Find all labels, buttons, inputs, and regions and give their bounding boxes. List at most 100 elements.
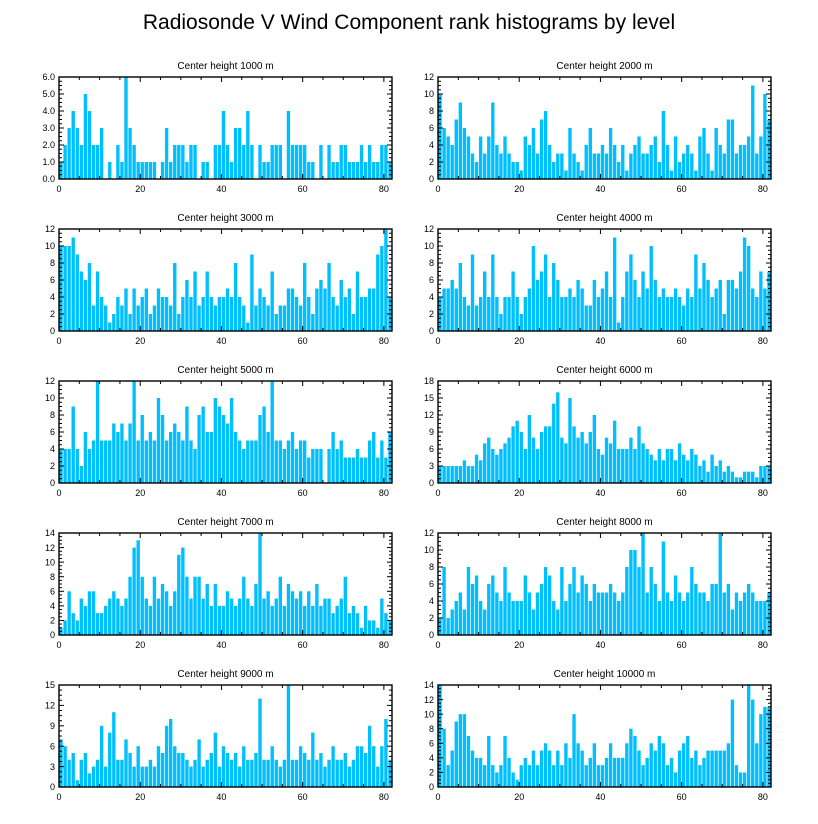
bars: [59, 77, 392, 179]
bar: [290, 759, 295, 787]
y-tick-label: 4: [50, 292, 55, 302]
bar: [250, 145, 254, 179]
y-tick-label: 12: [45, 224, 55, 234]
bar: [238, 598, 242, 635]
y-tick-label: 18: [424, 376, 434, 386]
y-tick-label: 14: [45, 528, 55, 538]
x-tick-label: 80: [379, 488, 389, 498]
bar: [673, 772, 678, 787]
bar: [527, 415, 532, 483]
y-tick-label: 0: [429, 478, 434, 488]
bar: [726, 584, 731, 635]
bar: [673, 460, 678, 483]
x-tick-label: 80: [758, 488, 768, 498]
bar: [238, 440, 242, 483]
bar: [637, 426, 641, 483]
bar: [604, 153, 609, 179]
bar: [213, 145, 218, 179]
bar: [298, 746, 303, 787]
bar: [462, 128, 467, 179]
bar: [686, 460, 690, 483]
bar: [625, 170, 629, 179]
bar: [246, 759, 250, 787]
y-tick-label: 12: [424, 410, 434, 420]
bar: [335, 605, 339, 635]
bar: [556, 280, 560, 331]
bar: [270, 145, 274, 179]
x-tick-label: 60: [677, 792, 687, 802]
bar: [466, 567, 471, 635]
y-tick-label: 12: [424, 224, 434, 234]
bar: [91, 591, 96, 635]
bar: [503, 443, 507, 483]
bar: [327, 598, 331, 635]
bar: [169, 432, 173, 483]
bar: [746, 471, 751, 483]
bar: [746, 584, 751, 635]
bar: [323, 288, 327, 331]
bar: [722, 592, 726, 635]
x-tick-label: 20: [135, 336, 145, 346]
x-tick-label: 20: [135, 488, 145, 498]
bar: [548, 297, 552, 331]
bar: [548, 145, 552, 179]
bar: [233, 753, 238, 787]
bar: [706, 280, 710, 331]
bar: [363, 297, 368, 331]
x-tick-label: 80: [379, 184, 389, 194]
bar: [201, 406, 205, 483]
bar: [221, 111, 226, 179]
bar: [633, 550, 637, 635]
bar: [359, 746, 364, 787]
bar: [738, 477, 743, 483]
bar: [250, 254, 254, 331]
bar: [458, 263, 463, 331]
bar: [751, 85, 755, 179]
bars: [438, 533, 771, 635]
x-tick-label: 0: [435, 792, 440, 802]
bar: [722, 153, 726, 179]
bar: [556, 153, 560, 179]
bars: [438, 85, 771, 179]
x-tick-label: 60: [298, 184, 308, 194]
y-tick-label: 5.0: [42, 89, 55, 99]
bar: [359, 627, 364, 635]
bar: [507, 592, 511, 635]
bar: [311, 449, 315, 483]
bar: [270, 381, 274, 483]
bar: [229, 759, 234, 787]
y-tick-label: 0.0: [42, 174, 55, 184]
bar: [270, 746, 274, 787]
bar: [755, 153, 759, 179]
bar: [246, 111, 250, 179]
bar: [519, 765, 523, 787]
bar: [233, 605, 238, 635]
bar: [108, 598, 112, 635]
bar: [311, 732, 315, 787]
bar: [128, 576, 132, 635]
panel-6: Center height 6000 m 0 20 40 60 80 0 3 6 9 12 15 18: [424, 365, 772, 498]
bar: [552, 601, 556, 635]
bar: [507, 757, 511, 787]
bar: [177, 145, 181, 179]
bar: [311, 314, 315, 331]
bar: [221, 297, 226, 331]
y-tick-label: 10: [45, 241, 55, 251]
bar: [645, 592, 649, 635]
bar: [515, 297, 519, 331]
bar: [124, 77, 128, 179]
bar: [462, 609, 467, 635]
bar: [665, 765, 670, 787]
bar: [148, 605, 153, 635]
bar: [372, 288, 376, 331]
bar: [112, 591, 116, 635]
bar: [144, 766, 148, 787]
panel-title: Center height 3000 m: [177, 213, 273, 224]
bar: [108, 162, 112, 179]
bar: [515, 779, 519, 787]
bar: [164, 128, 169, 179]
bar: [209, 753, 213, 787]
bar: [564, 443, 568, 483]
bar: [380, 440, 384, 483]
x-tick-label: 80: [758, 184, 768, 194]
